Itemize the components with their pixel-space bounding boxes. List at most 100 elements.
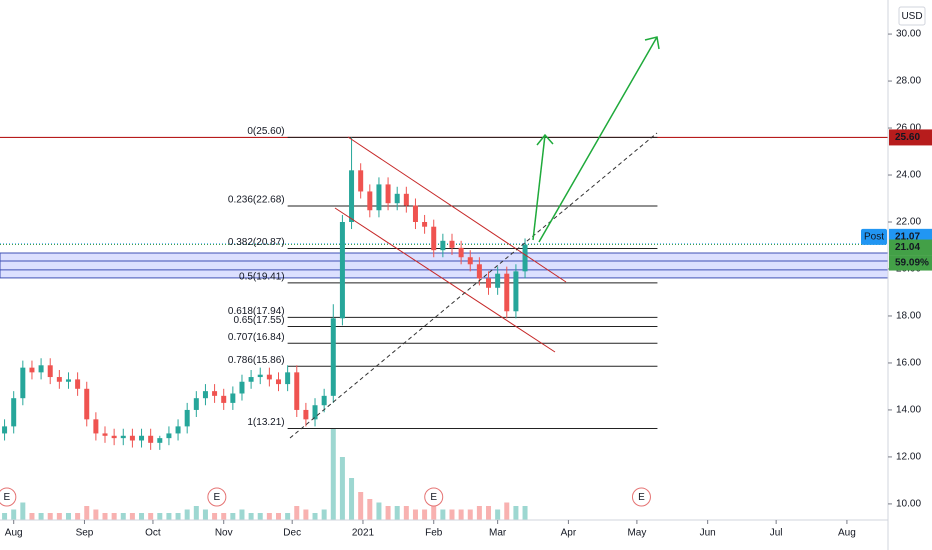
candle-body (294, 372, 300, 410)
volume-bar (148, 513, 154, 520)
y-tick-label: 30.00 (896, 29, 921, 40)
volume-bar (330, 429, 336, 520)
volume-bar (495, 509, 501, 520)
candle-body (212, 391, 218, 396)
candle-body (93, 419, 99, 434)
volume-bar (522, 506, 528, 520)
candle-body (166, 433, 172, 439)
candle-body (38, 365, 44, 373)
fib-label: 0.618(17.94) (228, 306, 285, 317)
change-label: 59.09% (895, 258, 929, 269)
volume-bar (2, 513, 8, 520)
earnings-marker (0, 487, 17, 507)
volume-bar (449, 509, 455, 520)
volume-bar (193, 506, 199, 520)
volume-bar (230, 513, 236, 520)
candle-body (175, 426, 181, 434)
candle-body (84, 388, 90, 420)
volume-bar (93, 509, 99, 520)
fib-label: 1(13.21) (247, 417, 284, 428)
candle-body (56, 377, 62, 382)
y-tick-label: 10.00 (896, 499, 921, 510)
volume-bar (20, 502, 26, 520)
price-badge (889, 239, 932, 256)
candle-body (486, 278, 492, 288)
candle-body (431, 226, 437, 251)
candle-body (29, 367, 35, 373)
volume-bar (175, 513, 181, 520)
volume-bar (321, 509, 327, 520)
candle-body (321, 395, 327, 406)
earnings-label: E (214, 492, 221, 503)
candle-body (120, 435, 126, 439)
candle-body (157, 438, 163, 443)
candle-body (504, 273, 510, 312)
volume-bar (239, 509, 245, 520)
earnings-label: E (430, 492, 437, 503)
volume-bar (102, 513, 108, 520)
x-tick-label: Feb (425, 528, 443, 539)
volume-bar (166, 513, 172, 520)
y-tick-label: 24.00 (896, 170, 921, 181)
candle-body (20, 367, 26, 399)
candle-body (221, 395, 227, 403)
fib-label: 0.236(22.68) (228, 195, 285, 206)
candle-body (193, 398, 199, 410)
x-tick-label: Mar (489, 528, 507, 539)
x-tick-label: Nov (215, 528, 233, 539)
candles (2, 137, 528, 450)
y-tick-label: 12.00 (896, 452, 921, 463)
fib-label: 0.786(15.86) (228, 355, 285, 366)
candle-body (202, 391, 208, 399)
candle-body (349, 170, 355, 222)
candle-body (248, 377, 254, 382)
candle-body (47, 365, 53, 378)
volume-bar (157, 513, 163, 520)
candle-body (467, 257, 473, 265)
volume-bar (11, 509, 17, 520)
candle-body (312, 405, 318, 420)
volume-bar (202, 509, 208, 520)
volume-bar (257, 513, 263, 520)
volume-bar (349, 478, 355, 520)
volume-bar (303, 509, 309, 520)
volume-bar (504, 502, 510, 520)
fib-label: 0(25.60) (247, 126, 284, 137)
x-tick-label: Aug (838, 528, 856, 539)
arrow-head (536, 133, 554, 146)
volume-bar (184, 509, 190, 520)
candle-body (513, 271, 519, 312)
volume-bar (266, 513, 272, 520)
volume-bar (476, 506, 482, 520)
fib-label: 0.382(20.87) (228, 237, 285, 248)
volume-bar (139, 513, 145, 520)
candle-body (458, 247, 464, 258)
volume-bar (38, 513, 44, 520)
candle-body (330, 318, 336, 396)
channel-lower (334, 207, 556, 353)
candle-body (75, 379, 81, 389)
volume-bar (376, 502, 382, 520)
price-tag (861, 228, 887, 245)
currency-box[interactable] (898, 6, 926, 26)
channel-upper (347, 136, 567, 283)
volume-bar (84, 506, 90, 520)
x-tick-label: May (627, 528, 646, 539)
volume-bar (120, 513, 126, 520)
volume-bar (412, 509, 418, 520)
candle-body (102, 433, 108, 436)
volume-bar (212, 513, 218, 520)
price-badge-label: 25.60 (895, 132, 920, 143)
volume-bar (403, 506, 409, 520)
candle-body (11, 398, 17, 427)
candle-body (385, 184, 391, 204)
volume-bar (458, 509, 464, 520)
volume-bar (221, 513, 227, 520)
drawings (289, 36, 660, 439)
candle-body (111, 435, 117, 439)
candle-body (303, 409, 309, 420)
earnings-label: E (638, 492, 645, 503)
volume-bar (29, 513, 35, 520)
y-tick-label: 16.00 (896, 358, 921, 369)
